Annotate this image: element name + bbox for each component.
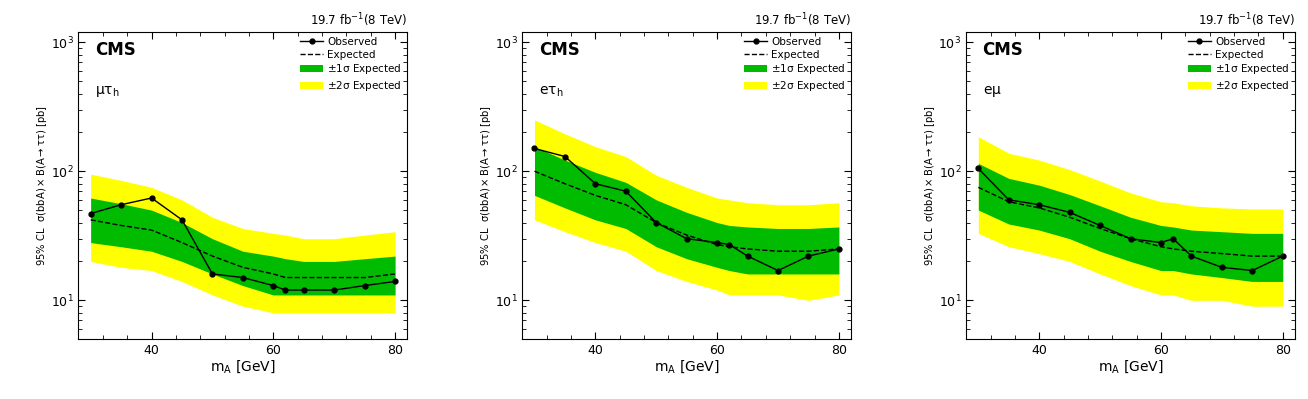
Y-axis label: 95% CL  $\sigma(bbA)\times B(A\rightarrow\tau\tau)$ [pb]: 95% CL $\sigma(bbA)\times B(A\rightarrow…: [35, 105, 50, 266]
X-axis label: $m_{A}$ [GeV]: $m_{A}$ [GeV]: [1097, 358, 1163, 375]
Text: $e\mu$: $e\mu$: [982, 84, 1002, 99]
Text: CMS: CMS: [539, 41, 579, 59]
Text: 19.7 fb$^{-1}$(8 TeV): 19.7 fb$^{-1}$(8 TeV): [753, 11, 852, 29]
Legend: Observed, Expected, $\pm 1\sigma$ Expected, $\pm 2\sigma$ Expected: Observed, Expected, $\pm 1\sigma$ Expect…: [1186, 35, 1292, 95]
Text: 19.7 fb$^{-1}$(8 TeV): 19.7 fb$^{-1}$(8 TeV): [310, 11, 407, 29]
Y-axis label: 95% CL  $\sigma(bbA)\times B(A\rightarrow\tau\tau)$ [pb]: 95% CL $\sigma(bbA)\times B(A\rightarrow…: [479, 105, 493, 266]
Legend: Observed, Expected, $\pm 1\sigma$ Expected, $\pm 2\sigma$ Expected: Observed, Expected, $\pm 1\sigma$ Expect…: [298, 35, 404, 95]
Text: $e\tau_{h}$: $e\tau_{h}$: [539, 84, 564, 99]
X-axis label: $m_{A}$ [GeV]: $m_{A}$ [GeV]: [211, 358, 276, 375]
Text: CMS: CMS: [95, 41, 136, 59]
Legend: Observed, Expected, $\pm 1\sigma$ Expected, $\pm 2\sigma$ Expected: Observed, Expected, $\pm 1\sigma$ Expect…: [742, 35, 848, 95]
Text: $\mu\tau_{h}$: $\mu\tau_{h}$: [95, 84, 119, 99]
Text: 19.7 fb$^{-1}$(8 TeV): 19.7 fb$^{-1}$(8 TeV): [1198, 11, 1295, 29]
X-axis label: $m_{A}$ [GeV]: $m_{A}$ [GeV]: [654, 358, 719, 375]
Y-axis label: 95% CL  $\sigma(bbA)\times B(A\rightarrow\tau\tau)$ [pb]: 95% CL $\sigma(bbA)\times B(A\rightarrow…: [923, 105, 937, 266]
Text: CMS: CMS: [982, 41, 1023, 59]
